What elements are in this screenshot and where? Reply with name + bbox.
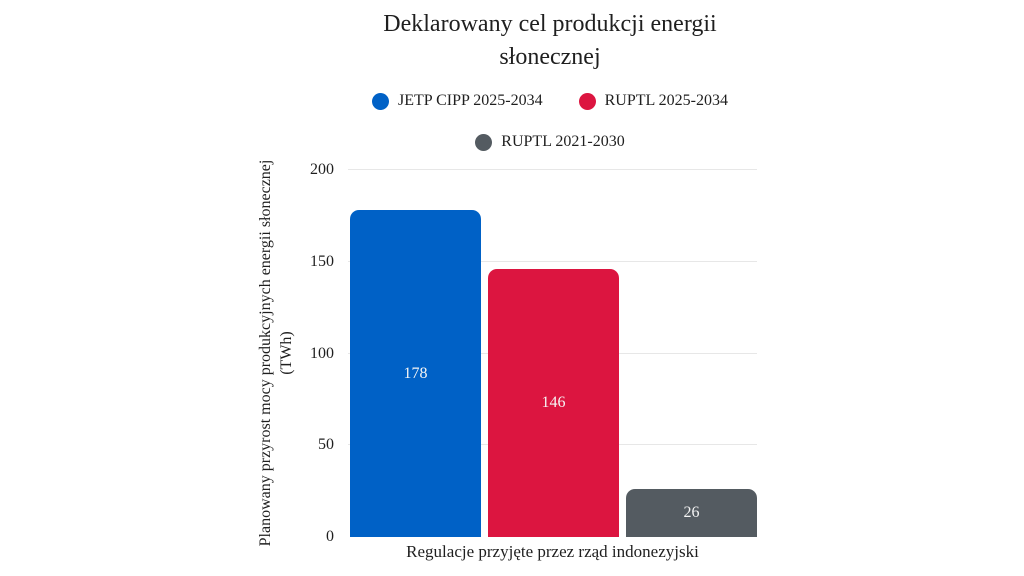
gridline-150: [348, 260, 757, 262]
bar-3: 26: [626, 489, 757, 537]
chart-legend: JETP CIPP 2025-2034 RUPTL 2025-2034 RUPTL …: [310, 90, 790, 153]
y-tick-label-0: 0: [326, 528, 334, 545]
legend-dot-icon: [371, 92, 389, 110]
legend-item-2: RUPTL 2025-2034: [578, 90, 728, 112]
y-axis-label: Planowany przyrost mocy produkcyjnych en…: [257, 159, 295, 547]
y-tick-label-200: 200: [310, 161, 334, 178]
bar-value-label: 26: [683, 504, 700, 522]
y-tick-label-100: 100: [310, 344, 334, 362]
y-tick-label-150: 150: [310, 252, 334, 270]
y-tick-label-50: 50: [318, 436, 334, 454]
x-axis-label: Regulacje przyjęte przez rząd indonezyjs…: [406, 542, 699, 561]
legend-item-label: RUPTL 2021-2030: [501, 133, 625, 150]
bar-value-label: 146: [541, 394, 566, 412]
legend-item-label: JETP CIPP 2025-2034: [397, 92, 543, 109]
legend-item-1: JETP CIPP 2025-2034: [371, 90, 543, 112]
bar-1: 178: [350, 210, 481, 537]
legend-dot-icon: [475, 133, 493, 151]
bar-value-label: 178: [403, 364, 428, 382]
legend-item-3: RUPTL 2021-2030: [475, 131, 625, 153]
chart-title: Deklarowany cel produkcji energii słonec…: [383, 11, 717, 71]
plot-area: 0 50 100 150 200 178 146 26: [310, 162, 757, 545]
bar-2: 146: [488, 269, 619, 537]
gridline-200: [348, 169, 757, 170]
legend-dot-icon: [578, 92, 596, 110]
legend-item-label: RUPTL 2025-2034: [604, 92, 728, 109]
